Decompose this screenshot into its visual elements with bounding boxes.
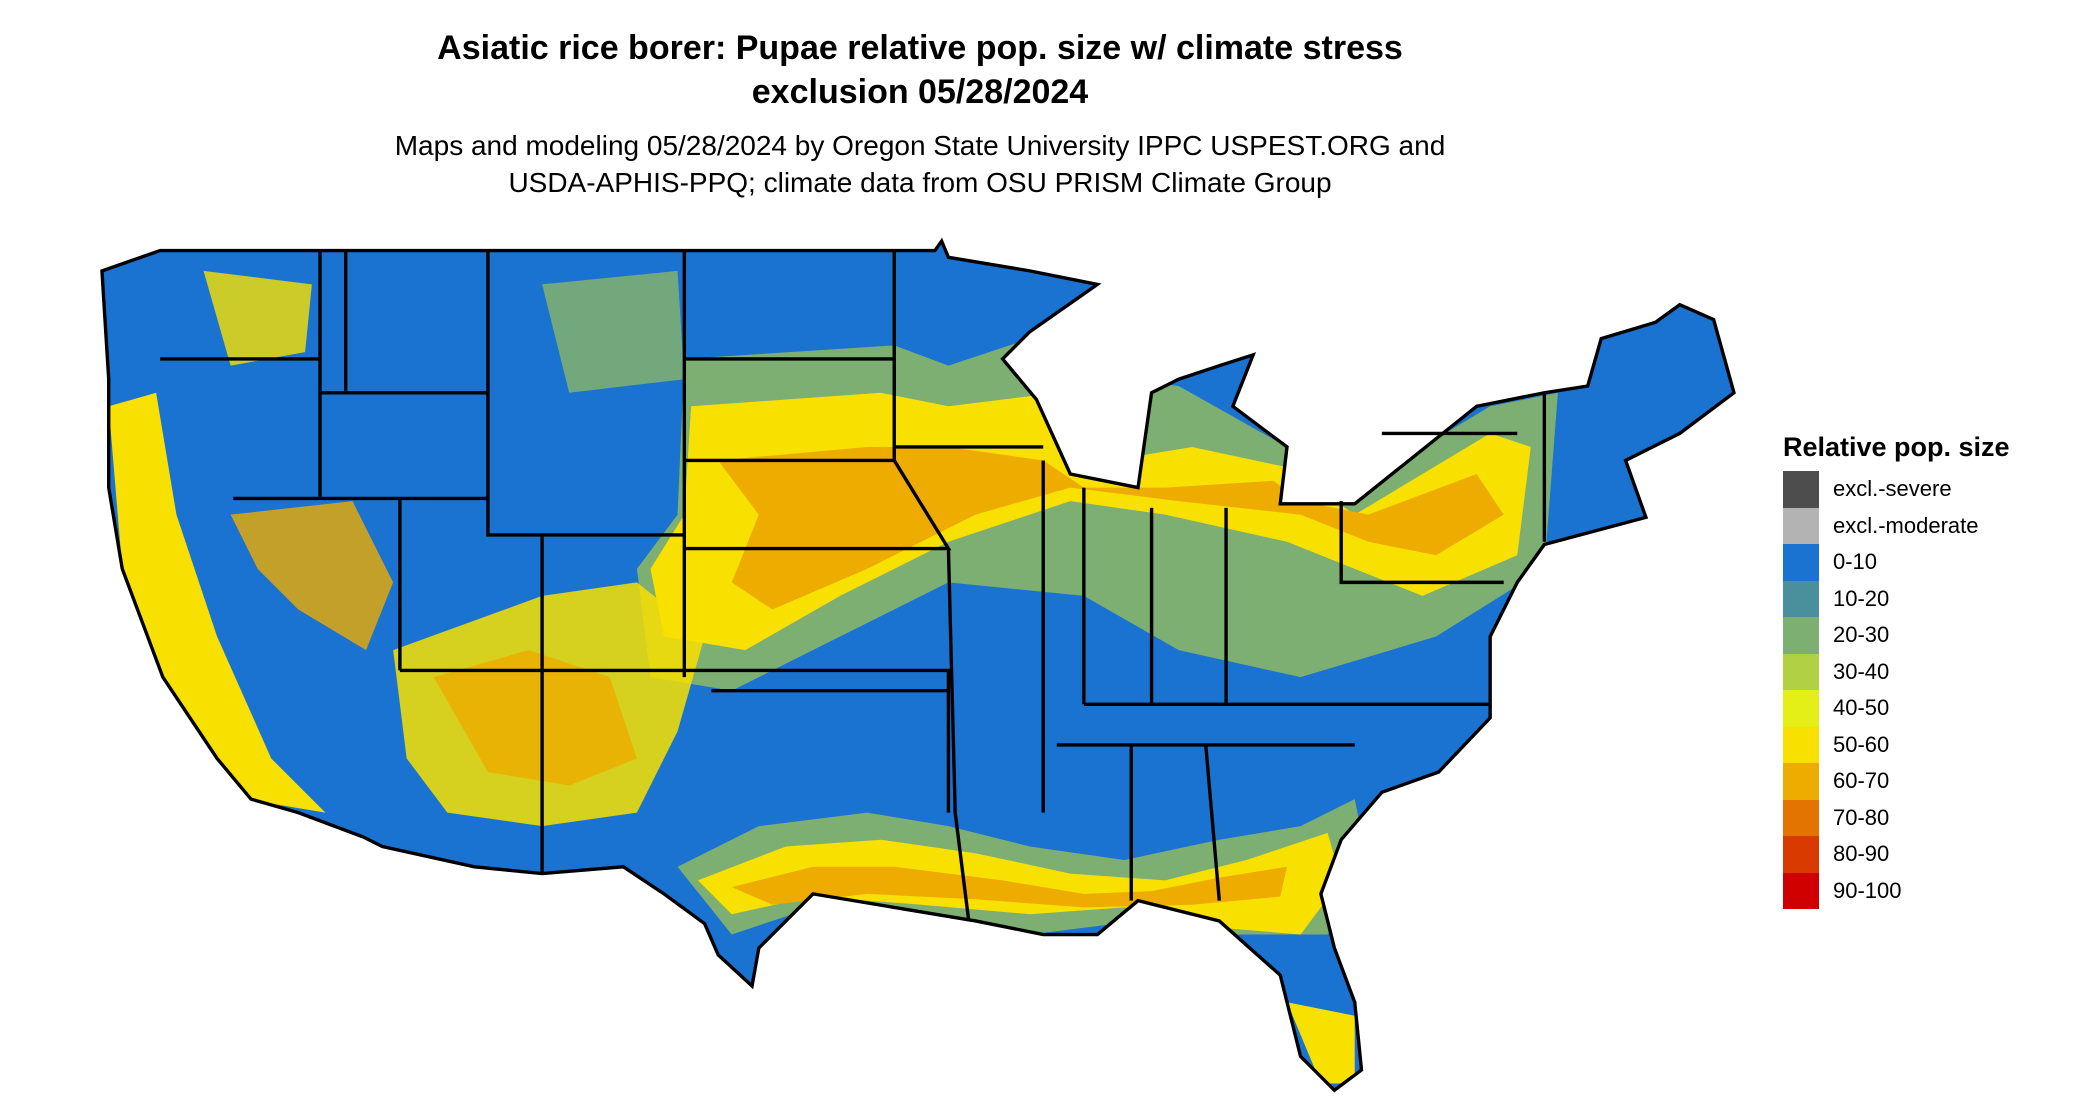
legend-item: 90-100 <box>1783 872 2010 909</box>
state-borders <box>100 239 1736 1092</box>
map-title-line1: Asiatic rice borer: Pupae relative pop. … <box>437 29 1403 67</box>
legend-label: excl.-severe <box>1833 476 1952 502</box>
legend-label: 0-10 <box>1833 549 1878 575</box>
band-florida <box>1287 1002 1355 1084</box>
band-southwest-core <box>433 650 637 786</box>
legend-item: 10-20 <box>1783 580 2010 617</box>
band-nevada <box>230 501 394 651</box>
legend-swatch <box>1783 836 1819 873</box>
suitability-bands <box>108 270 1558 1084</box>
legend-label: 80-90 <box>1833 841 1890 867</box>
legend-item: 30-40 <box>1783 653 2010 690</box>
legend-swatch <box>1783 653 1819 690</box>
band-montana <box>542 270 685 393</box>
legend-label: 50-60 <box>1833 731 1890 757</box>
legend-label: 40-50 <box>1833 695 1890 721</box>
legend-swatch <box>1783 617 1819 654</box>
legend-label: 90-100 <box>1833 877 1902 903</box>
legend-label: 30-40 <box>1833 658 1890 684</box>
map-subtitle-line2: USDA-APHIS-PPQ; climate data from OSU PR… <box>508 167 1332 198</box>
legend-item: 80-90 <box>1783 836 2010 873</box>
legend-swatch <box>1783 580 1819 617</box>
legend-title: Relative pop. size <box>1783 432 2010 462</box>
legend-item: excl.-severe <box>1783 471 2010 508</box>
legend-item: 40-50 <box>1783 690 2010 727</box>
legend-swatch <box>1783 726 1819 763</box>
legend: Relative pop. size excl.-severe excl.-mod… <box>1783 432 2010 909</box>
legend-item: 0-10 <box>1783 544 2010 581</box>
legend-label: 20-30 <box>1833 622 1890 648</box>
legend-item: 70-80 <box>1783 799 2010 836</box>
band-60-70 <box>718 446 1504 610</box>
band-west-coast <box>108 392 326 813</box>
legend-swatch <box>1783 544 1819 581</box>
legend-item: 20-30 <box>1783 617 2010 654</box>
legend-label: excl.-moderate <box>1833 512 1979 538</box>
legend-swatch <box>1783 690 1819 727</box>
legend-label: 60-70 <box>1833 768 1890 794</box>
legend-item: 60-70 <box>1783 763 2010 800</box>
band-washington <box>203 270 312 366</box>
legend-swatch <box>1783 507 1819 544</box>
legend-item: 50-60 <box>1783 726 2010 763</box>
legend-swatch <box>1783 471 1819 508</box>
legend-swatch <box>1783 799 1819 836</box>
map-subtitle-line1: Maps and modeling 05/28/2024 by Oregon S… <box>394 130 1446 161</box>
legend-item: excl.-moderate <box>1783 507 2010 544</box>
map-title-line2: exclusion 05/28/2024 <box>751 73 1089 111</box>
band-gulf-60-70 <box>731 866 1288 908</box>
legend-label: 70-80 <box>1833 804 1890 830</box>
legend-label: 10-20 <box>1833 585 1890 611</box>
legend-swatch <box>1783 872 1819 909</box>
legend-swatch <box>1783 763 1819 800</box>
